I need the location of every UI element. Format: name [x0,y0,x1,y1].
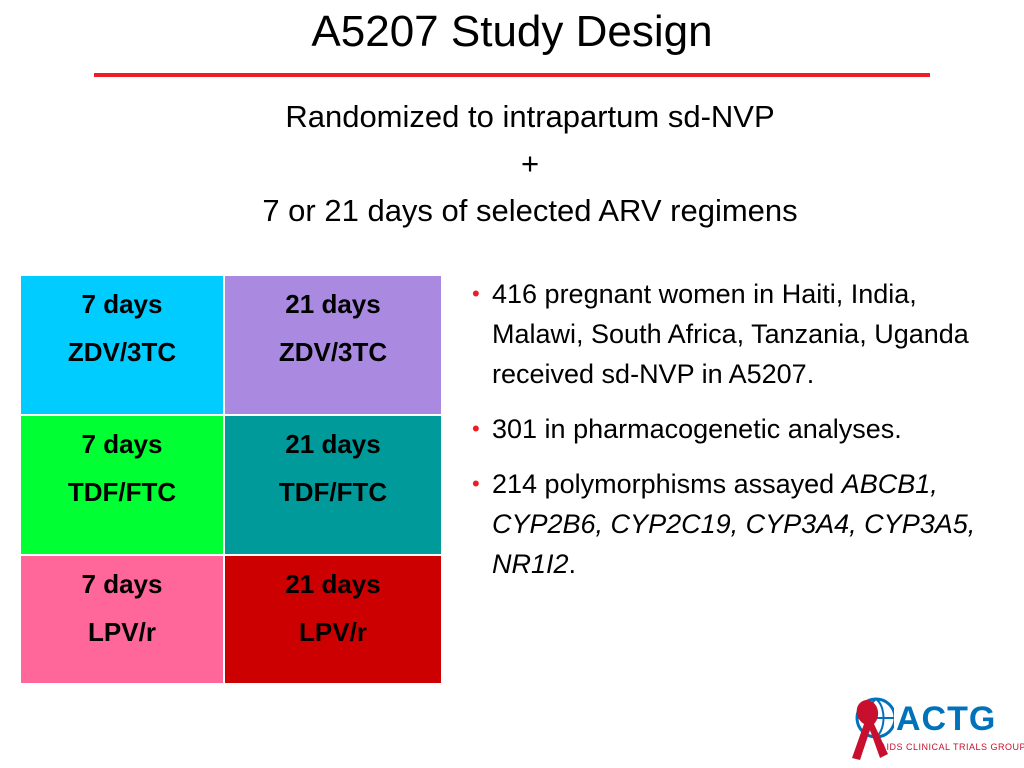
bullet-end: . [568,549,577,579]
arm-regimen: ZDV/3TC [278,337,388,367]
arm-days: 21 days [285,569,381,599]
bullet-text: 214 polymorphisms assayed [492,469,835,499]
subtitle-line-1: Randomized to intrapartum sd-NVP [285,99,775,134]
arm-days: 21 days [285,289,381,319]
bullet-item: • 301 in pharmacogenetic analyses. [466,409,986,449]
arm-7d-zdv-3tc: 7 days ZDV/3TC [19,274,225,416]
arm-regimen: LPV/r [299,617,367,647]
arm-days: 21 days [285,429,381,459]
bullet-dot-icon: • [472,471,480,496]
arm-days: 7 days [81,289,163,319]
arm-7d-tdf-ftc: 7 days TDF/FTC [19,414,225,556]
bullet-text: 416 pregnant women in Haiti, India, Mala… [492,279,969,389]
arm-regimen: TDF/FTC [67,477,177,507]
arms-row-tdf: 7 days TDF/FTC 21 days TDF/FTC [19,414,443,556]
arm-regimen: TDF/FTC [278,477,388,507]
arm-21d-zdv-3tc: 21 days ZDV/3TC [223,274,443,416]
arms-row-lpv: 7 days LPV/r 21 days LPV/r [19,554,443,685]
red-ribbon-globe-icon [852,697,894,760]
logo-wordmark: ACTG [896,700,997,738]
logo-tagline: AIDS CLINICAL TRIALS GROUP [880,742,1024,752]
bullet-dot-icon: • [472,281,480,306]
slide-title: A5207 Study Design [311,7,713,56]
bullet-item: • 416 pregnant women in Haiti, India, Ma… [466,274,986,394]
arm-days: 7 days [81,569,163,599]
arm-regimen: LPV/r [88,617,156,647]
arm-21d-lpv-r: 21 days LPV/r [223,554,443,685]
actg-logo: ACTG AIDS CLINICAL TRIALS GROUP [846,694,1024,764]
arm-days: 7 days [81,429,163,459]
bullet-list: • 416 pregnant women in Haiti, India, Ma… [466,274,986,599]
bullet-text: 301 in pharmacogenetic analyses. [492,414,902,444]
arm-regimen: ZDV/3TC [67,337,177,367]
subtitle-line-2: + [520,146,540,181]
bullet-item: • 214 polymorphisms assayed ABCB1, CYP2B… [466,464,986,584]
gene-list: ABCB1, CYP2B6, CYP2C19, CYP3A4, CYP3A5, … [492,469,976,579]
arm-21d-tdf-ftc: 21 days TDF/FTC [223,414,443,556]
arm-7d-lpv-r: 7 days LPV/r [19,554,225,685]
bullet-dot-icon: • [472,416,480,441]
subtitle: Randomized to intrapartum sd-NVP + 7 or … [0,93,1024,234]
title-divider [94,73,930,77]
treatment-arms-grid: 7 days ZDV/3TC 21 days ZDV/3TC 7 days TD… [19,274,443,685]
subtitle-line-3: 7 or 21 days of selected ARV regimens [262,193,798,228]
arms-row-zdv: 7 days ZDV/3TC 21 days ZDV/3TC [19,274,443,416]
